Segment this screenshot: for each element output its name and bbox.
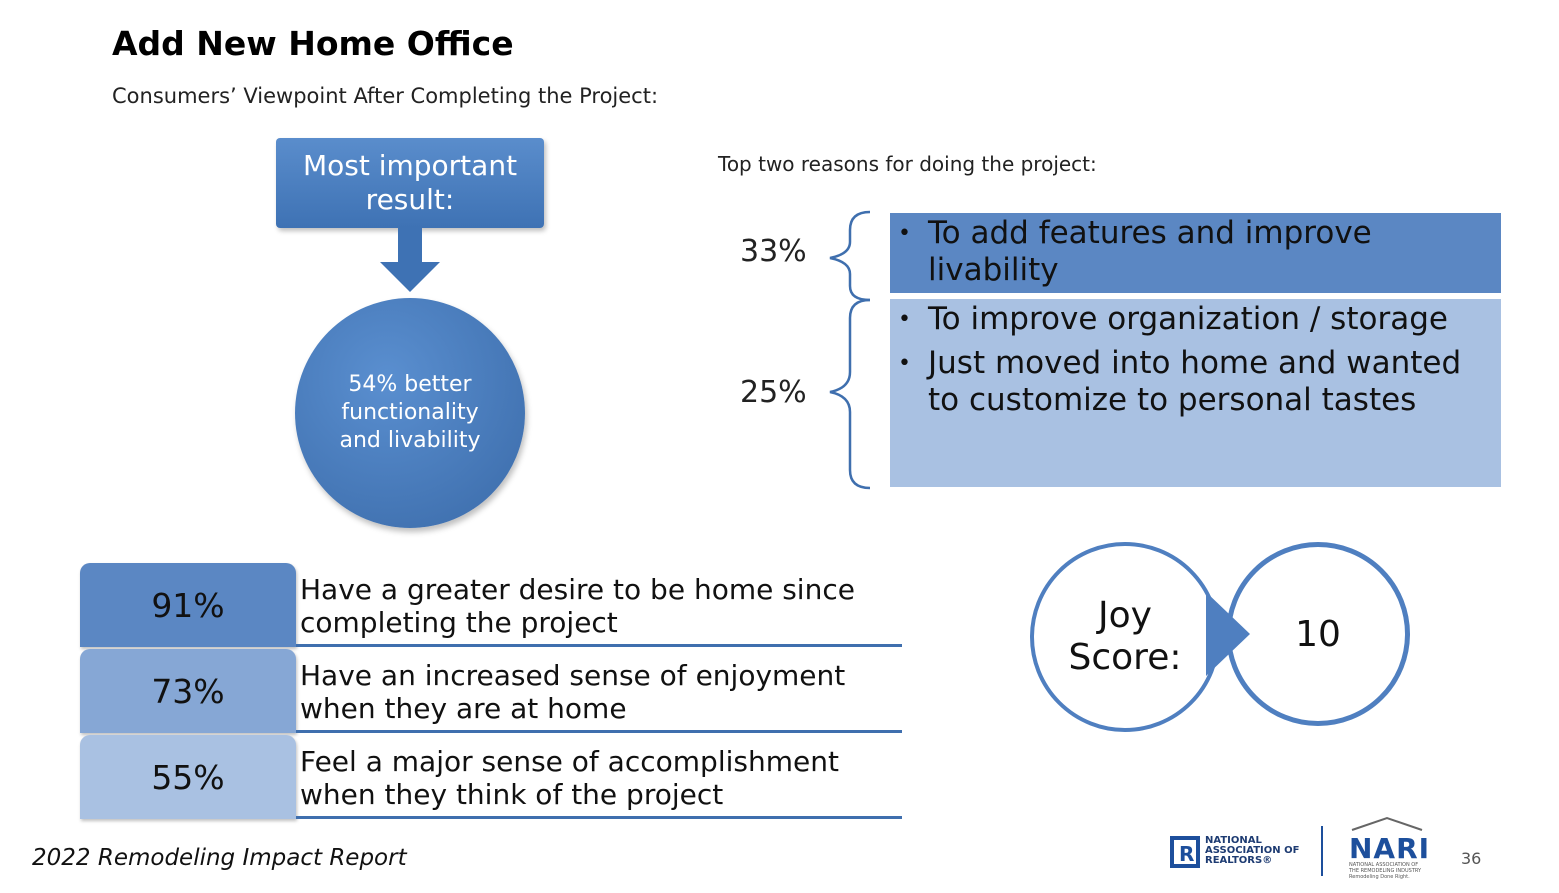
brace-icon bbox=[820, 208, 876, 493]
page-title: Add New Home Office bbox=[112, 24, 514, 63]
down-arrow-icon bbox=[380, 228, 440, 294]
joy-score-label-circle: Joy Score: bbox=[1030, 542, 1220, 732]
stat-row-3: 55% Feel a major sense of accomplishment… bbox=[80, 735, 902, 819]
page-number: 36 bbox=[1461, 849, 1481, 868]
joy-score-value: 10 bbox=[1295, 614, 1341, 655]
stat-text: Feel a major sense of accomplishment whe… bbox=[300, 745, 902, 811]
result-heading: Most important result: bbox=[290, 149, 530, 217]
result-circle: 54% better functionality and livability bbox=[295, 298, 525, 528]
nari-logo-subtext: NATIONAL ASSOCIATION OF THE REMODELING I… bbox=[1349, 862, 1429, 880]
stat-text: Have a greater desire to be home since c… bbox=[300, 573, 902, 639]
nar-logo-text: NATIONAL ASSOCIATION OF REALTORS® bbox=[1205, 836, 1305, 866]
reason-pct-1: 33% bbox=[740, 234, 807, 269]
page-subtitle: Consumers’ Viewpoint After Completing th… bbox=[112, 84, 658, 108]
stat-pct: 91% bbox=[80, 563, 296, 647]
stat-row-1: 91% Have a greater desire to be home sin… bbox=[80, 563, 902, 647]
stat-pct: 55% bbox=[80, 735, 296, 819]
nari-roof-icon bbox=[1350, 816, 1424, 832]
nari-logo-text: NARI bbox=[1349, 832, 1430, 865]
nar-r-icon: R bbox=[1170, 836, 1200, 868]
divider bbox=[296, 644, 902, 647]
joy-score-label: Joy Score: bbox=[1060, 595, 1190, 679]
reason-box-1: To add features and improve livability bbox=[890, 213, 1501, 293]
divider bbox=[296, 730, 902, 733]
stat-pct: 73% bbox=[80, 649, 296, 733]
reason-box-2: To improve organization / storage Just m… bbox=[890, 299, 1501, 487]
reasons-title: Top two reasons for doing the project: bbox=[718, 152, 1097, 176]
svg-text:R: R bbox=[1179, 842, 1194, 866]
reason-item: Just moved into home and wanted to custo… bbox=[928, 345, 1501, 419]
stat-row-2: 73% Have an increased sense of enjoyment… bbox=[80, 649, 902, 733]
result-heading-box: Most important result: bbox=[276, 138, 544, 228]
reason-pct-2: 25% bbox=[740, 375, 807, 410]
joy-pointer-icon bbox=[1206, 592, 1254, 676]
reason-item: To improve organization / storage bbox=[928, 301, 1501, 338]
reason-item: To add features and improve livability bbox=[928, 215, 1501, 289]
logo-divider bbox=[1321, 826, 1323, 876]
divider bbox=[296, 816, 902, 819]
result-value: 54% better functionality and livability bbox=[320, 371, 500, 455]
stat-text: Have an increased sense of enjoyment whe… bbox=[300, 659, 902, 725]
report-name: 2022 Remodeling Impact Report bbox=[32, 845, 407, 871]
nar-logo: R bbox=[1170, 836, 1200, 872]
